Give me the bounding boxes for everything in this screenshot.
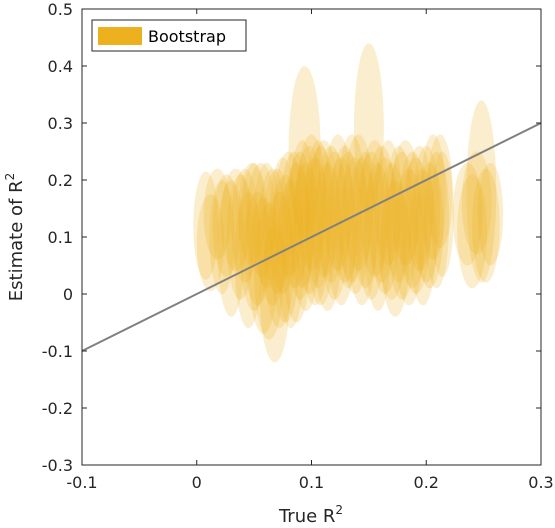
bootstrap-ellipses bbox=[193, 43, 504, 363]
bootstrap-ellipse bbox=[376, 162, 407, 300]
bootstrap-ellipse bbox=[264, 191, 295, 329]
legend: Bootstrap bbox=[91, 19, 247, 52]
bootstrap-ellipse bbox=[248, 197, 279, 334]
bootstrap-ellipse bbox=[263, 168, 291, 294]
bootstrap-ellipse bbox=[374, 140, 403, 266]
bootstrap-ellipse bbox=[359, 140, 390, 277]
legend-swatch bbox=[98, 27, 142, 45]
x-tick-label: 0.3 bbox=[528, 473, 553, 492]
bootstrap-ellipse bbox=[334, 151, 362, 289]
bootstrap-ellipse bbox=[343, 134, 374, 272]
bootstrap-ellipse bbox=[366, 145, 397, 283]
y-tick-label: -0.2 bbox=[42, 399, 73, 418]
bootstrap-ellipse bbox=[477, 162, 504, 266]
axis-ticks: -0.1 0 0.1 0.2 0.3 -0.3 -0.2 -0.1 0 0.1 0.2 0.3 0.4 0… bbox=[42, 0, 554, 492]
bootstrap-ellipse bbox=[457, 174, 488, 289]
bootstrap-ellipse bbox=[405, 145, 434, 272]
bootstrap-ellipse bbox=[356, 151, 387, 300]
bootstrap-ellipse bbox=[296, 134, 327, 272]
bootstrap-ellipse bbox=[390, 140, 421, 266]
legend-label-bootstrap: Bootstrap bbox=[148, 27, 226, 46]
x-tick-label: -0.1 bbox=[66, 473, 97, 492]
bootstrap-ellipse bbox=[300, 157, 330, 306]
y-tick-label: 0.5 bbox=[48, 0, 73, 19]
bootstrap-ellipse bbox=[397, 151, 428, 289]
y-axis-label-sup: 2 bbox=[3, 173, 17, 181]
bootstrap-ellipse bbox=[288, 66, 321, 237]
bootstrap-ellipse bbox=[309, 140, 340, 277]
y-tick-label: 0.4 bbox=[48, 57, 73, 76]
bootstrap-ellipse bbox=[312, 162, 343, 312]
bootstrap-ellipse bbox=[401, 157, 431, 294]
bootstrap-ellipse bbox=[243, 191, 272, 306]
bootstrap-ellipse bbox=[423, 151, 450, 289]
bootstrap-ellipse bbox=[380, 180, 411, 317]
bootstrap-ellipse bbox=[217, 180, 245, 317]
bootstrap-ellipse bbox=[415, 162, 444, 289]
y-tick-label: 0.1 bbox=[48, 228, 73, 247]
bootstrap-ellipse bbox=[281, 162, 312, 323]
bootstrap-ellipse bbox=[340, 157, 371, 294]
bootstrap-ellipse bbox=[279, 151, 310, 289]
y-axis-label-text: Estimate of R bbox=[6, 180, 27, 301]
bootstrap-ellipse bbox=[427, 134, 453, 249]
bootstrap-ellipse bbox=[286, 151, 314, 300]
bootstrap-ellipse bbox=[304, 140, 333, 289]
y-tick-label: -0.1 bbox=[42, 342, 73, 361]
bootstrap-ellipse bbox=[196, 194, 225, 292]
y-axis-label: Estimate of R2 bbox=[3, 173, 27, 301]
bootstrap-ellipse bbox=[461, 151, 492, 255]
bootstrap-ellipse bbox=[351, 151, 380, 289]
bootstrap-ellipse bbox=[234, 191, 263, 329]
bootstrap-ellipse bbox=[353, 43, 384, 215]
bootstrap-ellipse bbox=[472, 168, 500, 283]
x-axis-label: True R2 bbox=[278, 503, 343, 527]
bootstrap-ellipse bbox=[430, 151, 454, 277]
bootstrap-ellipse bbox=[394, 168, 424, 306]
bootstrap-ellipse bbox=[336, 134, 367, 283]
bootstrap-ellipse bbox=[220, 168, 251, 272]
bootstrap-ellipse bbox=[412, 145, 441, 283]
bootstrap-ellipse bbox=[203, 168, 232, 260]
bootstrap-ellipse bbox=[212, 174, 241, 277]
bootstrap-ellipse bbox=[420, 134, 446, 260]
bootstrap-ellipse bbox=[409, 168, 437, 306]
bootstrap-ellipse bbox=[322, 134, 353, 272]
identity-line bbox=[81, 122, 542, 352]
bootstrap-ellipse bbox=[316, 145, 346, 283]
y-tick-label: 0.2 bbox=[48, 171, 73, 190]
x-axis-label-text: True R bbox=[278, 506, 335, 527]
bootstrap-ellipse bbox=[209, 180, 235, 294]
x-tick-label: 0 bbox=[192, 473, 202, 492]
bootstrap-ellipse bbox=[238, 162, 266, 266]
bootstrap-ellipse bbox=[254, 202, 284, 340]
bootstrap-ellipse bbox=[466, 100, 497, 283]
bootstrap-ellipse bbox=[270, 174, 301, 323]
bootstrap-ellipse bbox=[239, 162, 270, 312]
y-tick-label: 0 bbox=[63, 285, 73, 304]
bootstrap-ellipse bbox=[326, 157, 357, 306]
bootstrap-ellipse bbox=[193, 171, 219, 280]
bootstrap-ellipse bbox=[384, 145, 413, 283]
bootstrap-ellipse bbox=[257, 168, 288, 306]
bootstrap-ellipse bbox=[269, 157, 297, 294]
x-axis-label-sup: 2 bbox=[335, 503, 343, 517]
bootstrap-ellipse bbox=[370, 157, 400, 294]
y-tick-label: -0.3 bbox=[42, 456, 73, 475]
bootstrap-ellipse bbox=[305, 145, 336, 306]
x-tick-label: 0.2 bbox=[414, 473, 439, 492]
x-tick-label: 0.1 bbox=[299, 473, 324, 492]
bootstrap-ellipse bbox=[329, 145, 360, 283]
bootstrap-ellipse bbox=[252, 162, 281, 289]
bootstrap-ellipse bbox=[452, 162, 483, 266]
bootstrap-ellipse bbox=[290, 162, 321, 312]
bootstrap-ellipse bbox=[288, 140, 317, 289]
y-tick-label: 0.3 bbox=[48, 114, 73, 133]
bootstrap-ellipse bbox=[246, 162, 276, 277]
bootstrap-ellipse bbox=[347, 157, 377, 306]
bootstrap-ellipse bbox=[277, 180, 305, 329]
bootstrap-ellipse bbox=[294, 145, 325, 294]
bootstrap-ellipse bbox=[231, 168, 259, 283]
